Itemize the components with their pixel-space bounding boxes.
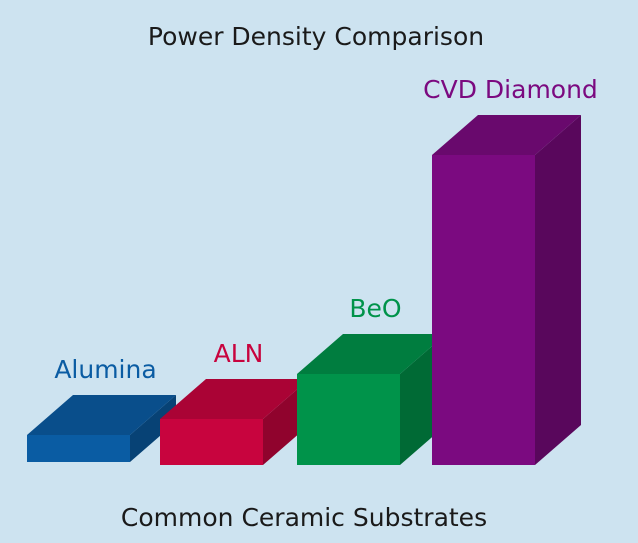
category-label: ALN xyxy=(214,339,264,368)
category-label: BeO xyxy=(349,294,401,323)
bar-top xyxy=(27,395,176,435)
bar xyxy=(160,419,263,465)
category-label: CVD Diamond xyxy=(423,75,598,104)
bar-side xyxy=(130,395,176,462)
bar xyxy=(27,435,130,462)
bar-top xyxy=(297,334,446,374)
x-axis-label: Common Ceramic Substrates xyxy=(121,503,487,532)
bar-top xyxy=(432,115,581,155)
bar xyxy=(432,155,535,465)
bar-side xyxy=(535,115,581,465)
bar-top xyxy=(160,379,309,419)
bar xyxy=(297,374,400,465)
category-label: Alumina xyxy=(54,355,156,384)
chart-title: Power Density Comparison xyxy=(148,22,484,51)
